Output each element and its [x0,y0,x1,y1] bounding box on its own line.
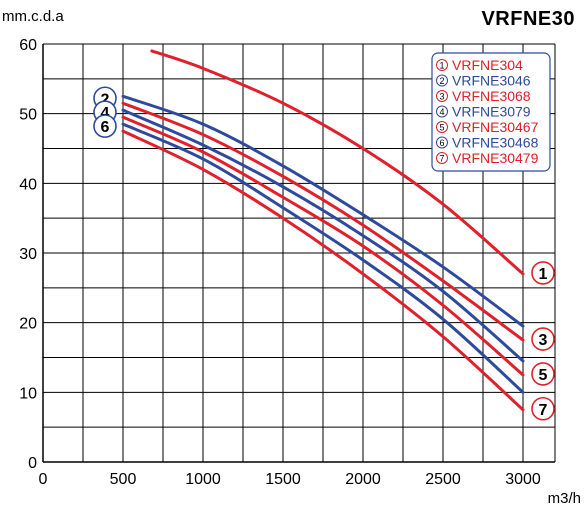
legend-label: VRFNE3079 [452,104,531,120]
legend-label: VRFNE304 [452,57,523,73]
curve-marker-label: 2 [101,91,110,108]
legend-item-1: 1 VRFNE304 [436,57,523,73]
curve-marker-circle [531,362,555,386]
curve-marker-label: 3 [539,332,548,349]
legend-marker-circle [436,105,448,118]
y-tick-label: 20 [19,316,37,333]
legend-label: VRFNE3046 [452,73,531,89]
legend-marker-circle [436,74,448,87]
legend-marker-circle [436,136,448,149]
curve-marker-7: 7 [531,396,555,421]
series-line-6 [121,122,525,394]
x-tick-label: 2500 [425,471,461,488]
curve-marker-label: 5 [539,367,548,384]
legend-item-7: 7 VRFNE30479 [436,150,539,166]
series-line-4 [121,108,525,363]
y-tick-label: 50 [19,107,37,124]
y-tick-label: 60 [19,37,37,54]
legend-item-4: 4 VRFNE3079 [436,104,531,120]
curve-marker-circle [531,261,555,285]
y-axis-label: mm.c.d.a [2,8,64,25]
curve-marker-circle [531,327,555,351]
legend-item-2: 2 VRFNE3046 [436,73,531,89]
x-tick-label: 1000 [185,471,221,488]
x-tick-label: 3000 [505,471,541,488]
legend-box [431,52,551,172]
curve-marker-label: 6 [101,119,110,136]
curve-marker-circle [531,396,555,421]
legend-marker-circle [436,152,448,164]
series-line-5 [121,115,525,377]
legend-marker-number: 4 [439,107,444,117]
y-tick-label: 30 [19,246,37,263]
x-tick-label: 0 [39,471,48,488]
curve-marker-1: 1 [531,261,555,285]
legend-marker-number: 6 [439,138,444,148]
legend-label: VRFNE3068 [452,88,531,104]
legend-item-3: 3 VRFNE3068 [436,88,531,104]
y-tick-label: 10 [19,385,37,402]
series-line-2 [121,94,525,328]
legend-marker-circle [436,121,448,133]
curve-marker-label: 4 [101,105,110,122]
curve-marker-6: 6 [93,114,117,138]
x-tick-label: 2000 [345,471,381,488]
legend-label: VRFNE30467 [452,119,539,135]
legend-marker-number: 1 [439,61,444,71]
legend-item-6: 6 VRFNE30468 [436,135,539,151]
legend-marker-number: 7 [439,154,444,164]
legend-marker-number: 2 [439,76,444,86]
curve-marker-5: 5 [531,362,555,386]
tick-labels: 0 500 1000 1500 2000 2500 3000 0 10 20 30 40 50 60 [19,37,541,488]
series-line-1 [150,49,525,276]
legend-label: VRFNE30479 [452,150,539,166]
chart-title: VRFNE30 [481,8,575,30]
curve-marker-label: 1 [539,266,548,283]
curve-marker-circle [93,114,117,138]
legend-item-5: 5 VRFNE30467 [436,119,539,135]
series-curves [121,49,525,412]
y-tick-label: 40 [19,176,37,193]
series-line-3 [121,101,525,342]
legend-marker-number: 3 [439,92,444,102]
curve-marker-label: 7 [539,402,548,419]
x-tick-label: 500 [110,471,137,488]
x-axis-label: m3/h [547,490,581,507]
series-line-7 [121,129,525,412]
legend-marker-number: 5 [439,123,444,133]
legend-label: VRFNE30468 [452,135,539,151]
y-tick-label: 0 [28,455,37,472]
legend-marker-circle [436,59,448,71]
x-tick-label: 1500 [265,471,301,488]
legend-marker-circle [436,90,448,102]
curve-marker-3: 3 [531,327,555,351]
